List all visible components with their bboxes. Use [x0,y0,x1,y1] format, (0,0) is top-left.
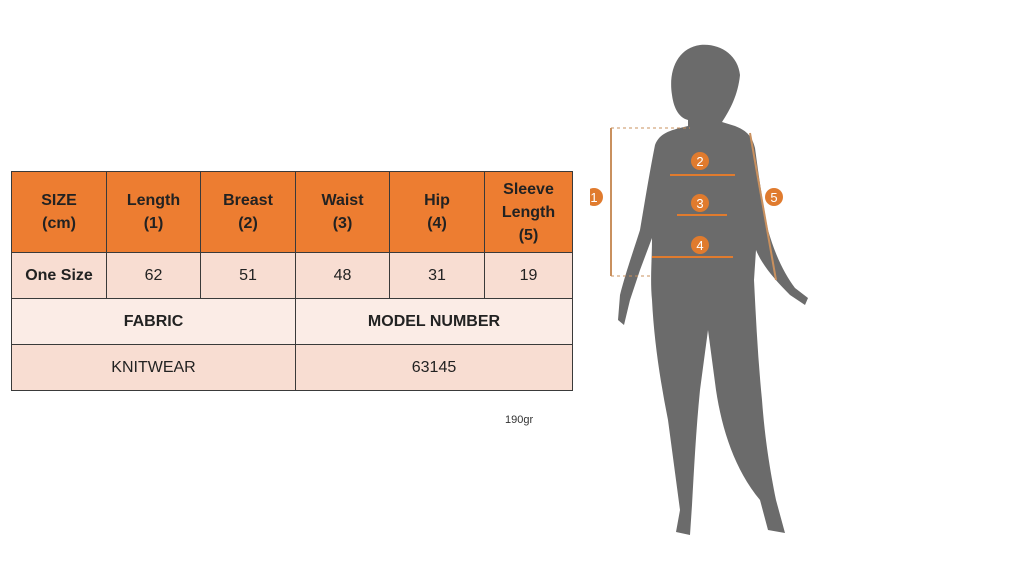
marker-2-icon: 2 [691,152,709,170]
svg-text:3: 3 [696,196,703,211]
header-breast: Breast (2) [200,171,296,253]
body-silhouette-figure: 1 2 3 4 5 [590,44,808,535]
waist-cell: 48 [295,252,390,299]
fabric-label: FABRIC [11,298,296,345]
header-sleeve: Sleeve Length (5) [484,171,573,253]
header-waist: Waist (3) [295,171,390,253]
fabric-value: KNITWEAR [11,344,296,391]
measure-lines [610,127,777,281]
svg-text:2: 2 [696,154,703,169]
length-cell: 62 [106,252,201,299]
marker-5-icon: 5 [765,188,783,206]
table-row: KNITWEAR 63145 [11,344,573,391]
table-row: One Size 62 51 48 31 19 [11,252,573,299]
table-row: FABRIC MODEL NUMBER [11,298,573,345]
header-hip: Hip (4) [389,171,485,253]
silhouette [618,44,808,535]
marker-4-icon: 4 [691,236,709,254]
model-label: MODEL NUMBER [295,298,573,345]
weight-label: 190gr [505,414,534,426]
breast-cell: 51 [200,252,296,299]
header-size: SIZE (cm) [11,171,107,253]
sleeve-cell: 19 [484,252,573,299]
model-value: 63145 [295,344,573,391]
header-length: Length (1) [106,171,201,253]
marker-3-icon: 3 [691,194,709,212]
svg-text:4: 4 [696,238,703,253]
size-cell: One Size [11,252,107,299]
marker-1-icon: 1 [590,188,603,206]
marker-icons: 1 2 3 4 5 [590,152,783,254]
svg-text:5: 5 [770,190,777,205]
header-row: SIZE (cm) Length (1) Breast (2) Waist (3… [11,171,573,253]
hip-cell: 31 [389,252,485,299]
svg-text:1: 1 [590,190,597,205]
size-chart-table: SIZE (cm) Length (1) Breast (2) Waist (3… [11,171,573,391]
